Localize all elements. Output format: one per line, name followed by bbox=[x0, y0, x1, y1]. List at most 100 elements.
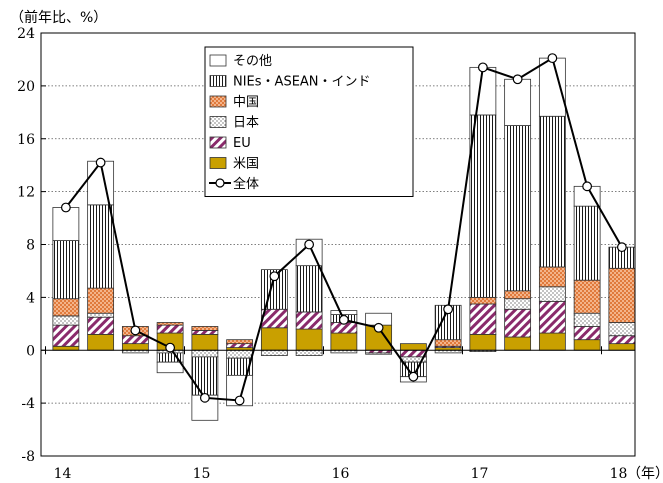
bar-segment bbox=[87, 160, 115, 206]
total-point bbox=[443, 304, 454, 315]
bar-segment bbox=[191, 349, 219, 358]
x-tick-label: 16 bbox=[332, 466, 350, 482]
bar-segment bbox=[504, 336, 532, 351]
bar-segment bbox=[504, 298, 532, 310]
y-tick-label: 16 bbox=[17, 132, 35, 148]
bar-segment bbox=[608, 322, 636, 337]
total-point bbox=[512, 74, 523, 85]
total-point bbox=[373, 322, 384, 333]
x-tick-label: 17 bbox=[471, 466, 489, 482]
x-tick-label: 18 bbox=[610, 466, 628, 482]
y-tick-label: -8 bbox=[21, 449, 35, 465]
y-tick-label: 0 bbox=[26, 343, 35, 359]
bar-segment bbox=[608, 335, 636, 345]
bar-segment bbox=[52, 315, 80, 326]
bar-segment bbox=[538, 57, 566, 117]
total-point bbox=[130, 325, 141, 336]
bar-segment bbox=[504, 78, 532, 126]
total-point bbox=[95, 157, 106, 168]
y-tick-label: 24 bbox=[17, 26, 35, 42]
x-axis-unit: （年） bbox=[627, 466, 663, 482]
total-point bbox=[408, 371, 419, 382]
bar-segment bbox=[295, 265, 323, 313]
bar-segment bbox=[156, 361, 184, 374]
legend-swatch bbox=[209, 136, 227, 149]
grid bbox=[41, 85, 635, 404]
x-tick-label: 15 bbox=[193, 466, 211, 482]
bar-segment bbox=[399, 349, 427, 358]
bar-segment bbox=[121, 343, 149, 351]
bar-segment bbox=[295, 328, 323, 351]
axis-labels: -8 -4 0 4 8 12 16 20 24 14 15 16 17 18 （前年比、%） （年） bbox=[10, 9, 663, 482]
bar-segment bbox=[191, 330, 219, 335]
bar-segment bbox=[469, 296, 497, 305]
bar-segment bbox=[330, 310, 358, 315]
y-tick-label: 12 bbox=[17, 185, 35, 201]
bar-segment bbox=[52, 240, 80, 300]
bar-segment bbox=[121, 335, 149, 345]
legend-swatch bbox=[209, 116, 227, 128]
total-point bbox=[60, 202, 71, 213]
bar-segment bbox=[573, 312, 601, 327]
bar-segment bbox=[504, 308, 532, 338]
bar-segment bbox=[226, 343, 254, 349]
legend-label: NIEs・ASEAN・インド bbox=[233, 75, 371, 90]
legend-swatch bbox=[209, 95, 227, 108]
y-axis-unit: （前年比、%） bbox=[10, 9, 107, 26]
legend-swatch bbox=[209, 75, 227, 87]
total-point bbox=[616, 242, 627, 253]
bar-segment bbox=[52, 324, 80, 347]
y-tick-label: 20 bbox=[17, 79, 35, 95]
axes bbox=[40, 32, 636, 457]
bar-segment bbox=[52, 207, 80, 241]
bar-segment bbox=[538, 332, 566, 351]
y-tick-label: 8 bbox=[26, 238, 35, 254]
total-point bbox=[199, 392, 210, 403]
total-point bbox=[547, 53, 558, 64]
bars bbox=[52, 57, 636, 421]
total-point bbox=[477, 62, 488, 73]
bar-segment bbox=[469, 114, 497, 298]
x-tick-label: 14 bbox=[54, 466, 72, 482]
bar-segment bbox=[608, 343, 636, 351]
legend-swatch bbox=[209, 157, 227, 169]
bar-segment bbox=[87, 316, 115, 335]
bar-segment bbox=[538, 266, 566, 288]
bar-segment bbox=[434, 339, 462, 347]
bar-segment bbox=[295, 311, 323, 330]
bar-segment bbox=[538, 286, 566, 302]
bar-segment bbox=[87, 287, 115, 314]
legend-label: 日本 bbox=[233, 116, 259, 131]
total-point bbox=[338, 314, 349, 325]
legend-box bbox=[204, 46, 414, 197]
bar-segment bbox=[87, 333, 115, 351]
bar-segment bbox=[191, 333, 219, 351]
bar-segment bbox=[87, 204, 115, 289]
legend-label: 中国 bbox=[233, 95, 259, 110]
bar-segment bbox=[87, 312, 115, 318]
legend-marker bbox=[215, 178, 225, 188]
bar-segment bbox=[573, 339, 601, 351]
legend-label: EU bbox=[233, 136, 251, 151]
bar-segment bbox=[52, 298, 80, 317]
total-point bbox=[165, 342, 176, 353]
legend-label: 全体 bbox=[233, 176, 259, 192]
bar-segment bbox=[399, 343, 427, 351]
bar-segment bbox=[573, 326, 601, 341]
bar-segment bbox=[365, 352, 393, 355]
bar-segment bbox=[504, 125, 532, 292]
bar-segment bbox=[191, 356, 219, 396]
total-point bbox=[582, 181, 593, 192]
bar-segment bbox=[156, 322, 184, 326]
bar-segment bbox=[469, 333, 497, 351]
bar-segment bbox=[469, 303, 497, 335]
bar-segment bbox=[469, 66, 497, 116]
bar-segment bbox=[226, 349, 254, 359]
bar-segment bbox=[573, 279, 601, 314]
bar-segment bbox=[295, 349, 323, 356]
bar-segment bbox=[573, 205, 601, 281]
y-tick-label: 4 bbox=[26, 290, 35, 306]
total-point bbox=[234, 395, 245, 406]
